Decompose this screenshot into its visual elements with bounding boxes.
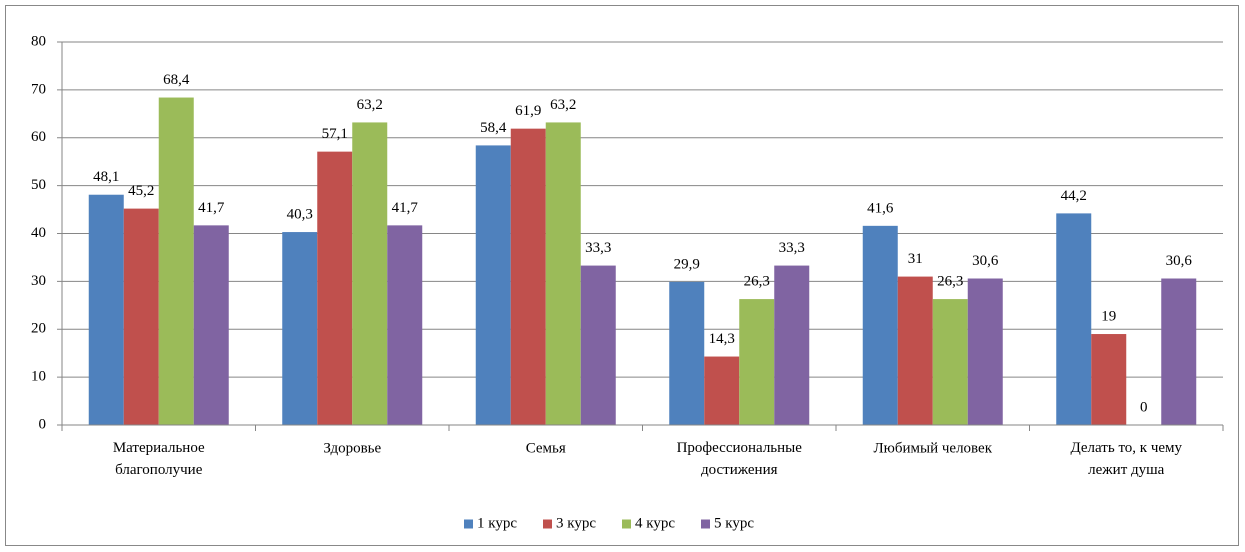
y-tick-label: 0: [39, 416, 47, 432]
bar: [774, 265, 810, 425]
bar: [862, 225, 898, 425]
x-tick-label: Профессиональные достижения: [677, 440, 803, 478]
legend-swatch: [464, 519, 473, 529]
x-tick-label: Делать то, к чему лежит душа: [1070, 440, 1182, 478]
data-label: 61,9: [515, 103, 541, 119]
bar: [669, 281, 705, 425]
data-label: 0: [1140, 399, 1148, 415]
data-label: 19: [1101, 308, 1116, 324]
legend-label: 3 курс: [556, 515, 596, 531]
data-label: 57,1: [322, 126, 348, 142]
data-label: 33,3: [585, 240, 611, 256]
data-label: 41,7: [198, 200, 225, 216]
data-label: 30,6: [1166, 253, 1193, 269]
data-label: 26,3: [937, 274, 963, 290]
data-label: 14,3: [709, 331, 735, 347]
data-label: 29,9: [674, 256, 700, 272]
data-label: 30,6: [972, 253, 999, 269]
bar: [932, 299, 968, 425]
data-label: 41,6: [867, 200, 894, 216]
bar: [158, 97, 194, 425]
data-label: 48,1: [93, 169, 119, 185]
bar: [580, 265, 616, 425]
data-label: 58,4: [480, 120, 507, 136]
data-label: 33,3: [779, 240, 805, 256]
bar: [282, 232, 318, 425]
data-label: 68,4: [163, 72, 190, 88]
bar: [1161, 278, 1197, 425]
bar: [704, 356, 740, 425]
bar: [123, 208, 159, 425]
y-tick-label: 70: [31, 81, 46, 97]
bar: [193, 225, 229, 425]
bar: [1091, 334, 1127, 425]
legend-swatch: [701, 519, 710, 529]
legend-swatch: [543, 519, 552, 529]
bar: [510, 128, 546, 425]
bar: [739, 299, 775, 425]
data-label: 41,7: [392, 200, 419, 216]
bar: [317, 151, 353, 426]
data-label: 26,3: [744, 274, 770, 290]
bar: [88, 194, 124, 425]
legend-label: 5 курс: [714, 515, 754, 531]
x-tick-label: Любимый человек: [873, 440, 992, 456]
y-tick-label: 80: [31, 33, 46, 49]
bar: [475, 145, 511, 425]
data-label: 40,3: [287, 207, 313, 223]
x-tick-label: Здоровье: [323, 440, 381, 456]
y-tick-label: 30: [31, 273, 46, 289]
bar: [897, 276, 933, 425]
data-label: 63,2: [550, 97, 576, 113]
legend-label: 1 курс: [477, 515, 517, 531]
bar: [967, 278, 1003, 425]
y-tick-label: 20: [31, 321, 46, 337]
bar: [545, 122, 581, 426]
y-tick-label: 10: [31, 369, 46, 385]
y-tick-label: 60: [31, 129, 46, 145]
bar: [1056, 213, 1092, 425]
legend-label: 4 курс: [635, 515, 675, 531]
data-label: 63,2: [357, 97, 383, 113]
y-tick-label: 50: [31, 177, 46, 193]
x-tick-label: Материальное благополучие: [113, 440, 205, 478]
data-label: 31: [908, 251, 923, 267]
bar: [387, 225, 423, 425]
legend-swatch: [622, 519, 631, 529]
x-tick-label: Семья: [526, 440, 566, 456]
bar: [352, 122, 388, 426]
data-label: 45,2: [128, 183, 154, 199]
data-label: 44,2: [1061, 188, 1087, 204]
y-tick-label: 40: [31, 225, 46, 241]
